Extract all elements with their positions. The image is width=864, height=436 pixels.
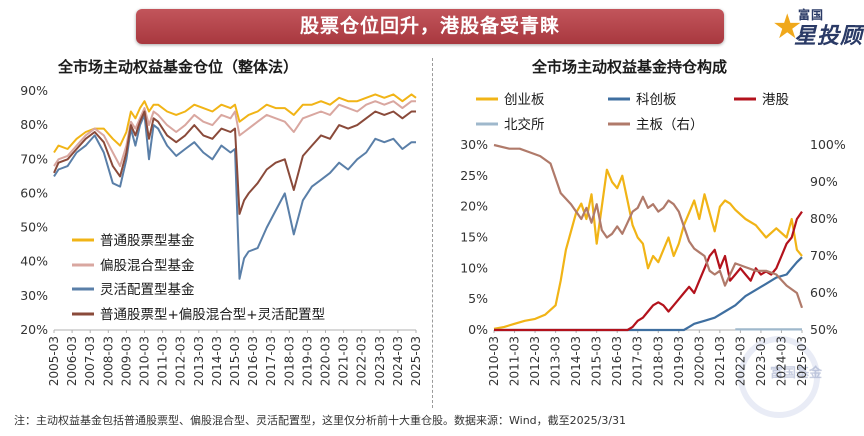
- x-tick-label: 2009-03: [119, 336, 133, 386]
- left-chart-title: 全市场主动权益基金仓位（整体法）: [58, 58, 299, 76]
- star-icon: ★: [772, 7, 803, 47]
- y-tick-label: 20%: [20, 322, 48, 337]
- x-tick-label: 2012-03: [528, 336, 542, 386]
- footnote: 注：主动权益基金包括普通股票型、偏股混合型、灵活配置型，这里仅分析前十大重仓股。…: [14, 414, 627, 427]
- y-tick-label: 10%: [460, 260, 488, 275]
- x-tick-label: 2021-03: [337, 336, 351, 386]
- legend-label-2: 灵活配置型基金: [100, 281, 195, 298]
- y-tick-label: 80%: [20, 117, 48, 132]
- x-tick-label: 2021-03: [713, 336, 727, 386]
- panel-divider: [432, 58, 433, 408]
- x-tick-label: 2020-03: [319, 336, 333, 386]
- x-tick-label: 2016-03: [246, 336, 260, 386]
- y-tick-label: 90%: [20, 83, 48, 98]
- y2-tick-label: 80%: [810, 211, 838, 226]
- legend-label-3: 普通股票型+偏股混合型+灵活配置型: [100, 307, 325, 323]
- slide-title-banner: 股票仓位回升，港股备受青睐: [136, 9, 724, 44]
- y-tick-label: 30%: [20, 288, 48, 303]
- x-tick-label: 2015-03: [228, 336, 242, 386]
- x-tick-label: 2011-03: [508, 336, 522, 386]
- legend-label-1: 科创板: [636, 92, 677, 108]
- x-tick-label: 2016-03: [610, 336, 624, 386]
- y-tick-label: 20%: [460, 199, 488, 214]
- x-tick-label: 2010-03: [138, 336, 152, 386]
- legend-label-3: 北交所: [504, 116, 545, 133]
- x-tick-label: 2019-03: [300, 336, 314, 386]
- y-tick-label: 15%: [460, 230, 488, 245]
- x-tick-label: 2011-03: [156, 336, 170, 386]
- x-tick-label: 2025-03: [795, 336, 809, 386]
- x-tick-label: 2015-03: [590, 336, 604, 386]
- y-tick-label: 0%: [468, 322, 488, 337]
- legend-label-4: 主板（右）: [636, 117, 704, 133]
- legend-label-2: 港股: [762, 92, 790, 108]
- x-tick-label: 2024-03: [774, 336, 788, 386]
- legend-label-1: 偏股混合型基金: [100, 257, 195, 274]
- series-line-0: [493, 168, 803, 330]
- legend-label-0: 创业板: [504, 92, 545, 108]
- x-tick-label: 2014-03: [210, 336, 224, 386]
- series-line-0: [53, 93, 417, 154]
- x-tick-label: 2025-03: [409, 336, 423, 386]
- x-tick-label: 2007-03: [83, 336, 97, 386]
- y-tick-label: 60%: [20, 185, 48, 200]
- x-tick-label: 2006-03: [65, 336, 79, 386]
- y-tick-label: 40%: [20, 254, 48, 269]
- x-tick-label: 2005-03: [47, 336, 61, 386]
- y-tick-label: 70%: [20, 151, 48, 166]
- x-tick-label: 2017-03: [631, 336, 645, 386]
- y2-tick-label: 70%: [810, 248, 838, 263]
- y-tick-label: 30%: [460, 137, 488, 152]
- x-tick-label: 2012-03: [174, 336, 188, 386]
- x-tick-label: 2013-03: [192, 336, 206, 386]
- y2-tick-label: 100%: [810, 137, 846, 152]
- x-tick-label: 2023-03: [754, 336, 768, 386]
- x-tick-label: 2010-03: [487, 336, 501, 386]
- brand-logo-main: 星投顾: [794, 24, 864, 49]
- y-tick-label: 50%: [20, 220, 48, 235]
- legend-label-0: 普通股票型基金: [100, 232, 195, 249]
- series-line-4: [493, 143, 804, 309]
- series-line-1: [494, 256, 803, 332]
- left-chart: 20% 30% 40% 50% 60% 70% 80% 90% 2005-03 2006-03 20…: [20, 83, 423, 386]
- y2-tick-label: 90%: [810, 174, 838, 189]
- x-tick-label: 2008-03: [101, 336, 115, 386]
- y-tick-label: 25%: [460, 168, 488, 183]
- x-tick-label: 2022-03: [355, 336, 369, 386]
- watermark-text: 富国基金: [770, 366, 823, 381]
- x-tick-label: 2017-03: [264, 336, 278, 386]
- series-line-2: [53, 113, 416, 280]
- x-tick-label: 2022-03: [733, 336, 747, 386]
- y2-tick-label: 50%: [810, 322, 838, 337]
- x-tick-label: 2013-03: [549, 336, 563, 386]
- watermark-circle: [738, 336, 820, 418]
- right-chart-title: 全市场主动权益基金持仓构成: [532, 58, 728, 76]
- x-tick-label: 2014-03: [569, 336, 583, 386]
- series-line-1: [53, 100, 416, 168]
- y-tick-label: 5%: [468, 291, 488, 306]
- y2-tick-label: 60%: [810, 285, 838, 300]
- x-tick-label: 2018-03: [651, 336, 665, 386]
- series-line-3: [53, 110, 416, 215]
- x-tick-label: 2019-03: [672, 336, 686, 386]
- brand-logo: ★ 富国 星投顾: [772, 4, 864, 49]
- x-tick-label: 2018-03: [282, 336, 296, 386]
- x-tick-label: 2023-03: [373, 336, 387, 386]
- right-chart: 0% 5% 10% 15% 20% 25% 30% 50% 60% 70% 80% 90% 100% 20…: [460, 92, 846, 386]
- x-tick-label: 2020-03: [692, 336, 706, 386]
- x-tick-label: 2024-03: [391, 336, 405, 386]
- brand-logo-top: 富国: [798, 8, 825, 22]
